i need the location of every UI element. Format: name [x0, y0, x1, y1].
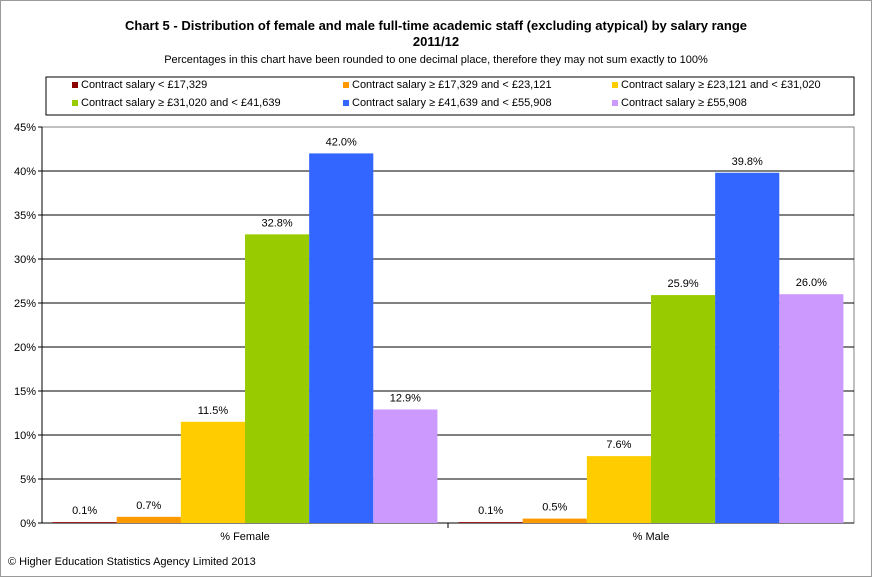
plot-area: 0% 5% 10% 15% 20% 25% 30% 35% 40% 45% 0.1% 0.7% 11.5…: [14, 122, 855, 543]
x-category-label: % Male: [633, 531, 670, 543]
legend-swatch: [612, 82, 618, 88]
legend: Contract salary < £17,329 Contract salary…: [45, 76, 855, 116]
bar: [52, 522, 117, 523]
bar: [116, 516, 181, 523]
legend-label: Contract salary ≥ £17,329 and < £23,121: [352, 79, 552, 91]
y-tick-label: 40%: [14, 166, 36, 178]
bar: [586, 456, 651, 523]
chart-subtitle: Percentages in this chart have been roun…: [164, 54, 708, 66]
bar: [522, 518, 587, 523]
bar: [715, 172, 780, 523]
legend-label: Contract salary ≥ £55,908: [621, 97, 747, 109]
y-tick-label: 20%: [14, 342, 36, 354]
chart-title: Chart 5 - Distribution of female and mal…: [125, 18, 747, 33]
legend-swatch: [72, 82, 78, 88]
y-tick-label: 30%: [14, 254, 36, 266]
legend-swatch: [343, 82, 349, 88]
data-label: 25.9%: [667, 278, 698, 290]
copyright-footer: © Higher Education Statistics Agency Lim…: [8, 556, 256, 568]
data-label: 7.6%: [606, 439, 631, 451]
bar: [373, 409, 438, 523]
data-label: 0.5%: [542, 502, 567, 514]
data-label: 42.0%: [326, 136, 357, 148]
legend-label: Contract salary ≥ £41,639 and < £55,908: [352, 97, 552, 109]
legend-label: Contract salary ≥ £31,020 and < £41,639: [81, 97, 281, 109]
data-label: 39.8%: [732, 156, 763, 168]
bar: [779, 294, 844, 523]
legend-swatch: [612, 100, 618, 106]
bar: [651, 295, 716, 523]
bar: [458, 522, 523, 523]
y-tick-label: 15%: [14, 386, 36, 398]
y-tick-label: 25%: [14, 298, 36, 310]
bar: [309, 153, 374, 523]
y-tick-label: 45%: [14, 122, 36, 134]
data-label: 26.0%: [796, 277, 827, 289]
legend-label: Contract salary ≥ £23,121 and < £31,020: [621, 79, 821, 91]
data-label: 0.1%: [72, 505, 97, 517]
data-label: 0.7%: [136, 500, 161, 512]
y-tick-label: 35%: [14, 210, 36, 222]
legend-label: Contract salary < £17,329: [81, 79, 207, 91]
legend-box: [45, 76, 855, 116]
y-tick-label: 10%: [14, 430, 36, 442]
data-label: 32.8%: [261, 217, 292, 229]
bar: [180, 421, 245, 523]
data-label: 11.5%: [198, 405, 229, 417]
legend-swatch: [343, 100, 349, 106]
bar: [245, 234, 310, 524]
data-label: 12.9%: [390, 392, 421, 404]
x-category-label: % Female: [220, 531, 270, 543]
y-tick-label: 5%: [20, 474, 36, 486]
data-label: 0.1%: [478, 505, 503, 517]
chart-title-line2: 2011/12: [413, 34, 459, 49]
legend-swatch: [72, 100, 78, 106]
y-tick-label: 0%: [20, 518, 36, 530]
